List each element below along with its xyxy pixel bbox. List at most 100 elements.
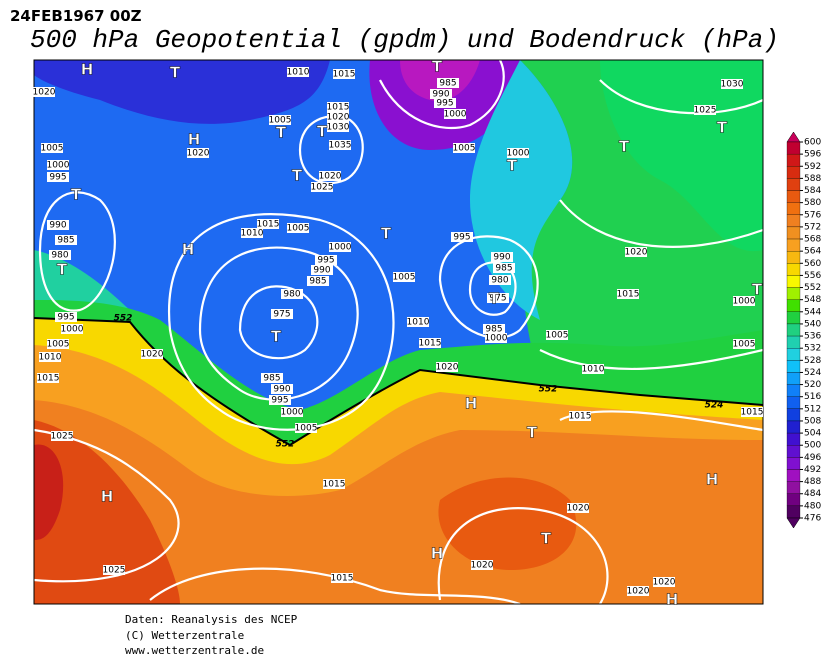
isobar-label-bg xyxy=(269,395,291,405)
isobar-label-bg xyxy=(103,565,125,575)
pressure-center: T xyxy=(541,530,552,548)
pressure-center: T xyxy=(271,328,282,346)
isobar-label: 1020 xyxy=(33,88,56,98)
date: 24FEB1967 00Z xyxy=(10,7,142,25)
isobar-label-bg xyxy=(261,373,283,383)
colorbar-cell xyxy=(786,251,801,264)
map-frame xyxy=(33,59,764,605)
colorbar-label: 580 xyxy=(804,198,821,208)
colorbar-cell xyxy=(786,263,801,276)
isobar-label: 995 xyxy=(453,233,470,243)
isobar-label-bg xyxy=(489,275,511,285)
isobar-label: 1015 xyxy=(331,574,354,584)
isobar-label-bg xyxy=(55,312,77,322)
isobar-label-bg xyxy=(327,112,349,122)
colorbar-cell xyxy=(786,166,801,179)
pressure-center: H xyxy=(431,545,444,563)
isobar-label-bg xyxy=(315,255,337,265)
isobar-label-bg xyxy=(507,148,529,158)
colorbar-label: 560 xyxy=(804,259,821,269)
isobar-label-bg xyxy=(55,235,77,245)
isobar-label-bg xyxy=(187,148,209,158)
colorbar-cell xyxy=(786,275,801,288)
pressure-center: H xyxy=(465,395,478,413)
isobar-label: 1005 xyxy=(453,144,476,154)
isobar-label-bg xyxy=(47,220,69,230)
isobar-label: 980 xyxy=(283,290,300,300)
isobar-label-bg xyxy=(49,250,71,260)
isobar-label-bg xyxy=(437,78,459,88)
pressure-center: T xyxy=(717,119,728,137)
colorbar-end xyxy=(786,131,801,143)
colorbar-label: 556 xyxy=(804,271,821,281)
pressure-center: T xyxy=(317,123,328,141)
isobar-label: 1000 xyxy=(47,161,70,171)
isobar-label: 1000 xyxy=(444,110,467,120)
isobar-label-bg xyxy=(61,324,83,334)
colorbar-cell xyxy=(786,299,801,312)
colorbar-label: 484 xyxy=(804,489,821,499)
isobar-label-bg xyxy=(567,503,589,513)
isobar-label: 1005 xyxy=(41,144,64,154)
isobar-label: 985 xyxy=(485,325,502,335)
contour-label: 552 xyxy=(539,385,558,395)
isobar-label-bg xyxy=(485,333,507,343)
isobar-label: 1005 xyxy=(733,340,756,350)
isobar-label-bg xyxy=(311,182,333,192)
isobar-label: 990 xyxy=(432,90,449,100)
isobar-label-bg xyxy=(37,373,59,383)
isobar-label-bg xyxy=(625,247,647,257)
colorbar-label: 492 xyxy=(804,465,821,475)
isobar-label: 985 xyxy=(439,79,456,89)
isobar-label-bg xyxy=(281,407,303,417)
colorbar-label: 516 xyxy=(804,392,821,402)
colorbar-end xyxy=(786,517,801,529)
isobar-label-bg xyxy=(451,232,473,242)
pressure-center: T xyxy=(170,64,181,82)
colorbar-cell xyxy=(786,141,801,155)
isobar-label: 1030 xyxy=(327,123,350,133)
isobar-label-bg xyxy=(281,289,303,299)
isobar-label-bg xyxy=(33,87,55,97)
isobar-label: 975 xyxy=(489,294,506,304)
isobar-label: 1020 xyxy=(625,248,648,258)
isobar-label-bg xyxy=(483,324,505,334)
colorbar-label: 528 xyxy=(804,356,821,366)
isobar-label-bg xyxy=(271,384,293,394)
colorbar-label: 544 xyxy=(804,307,821,317)
isobar-label-bg xyxy=(430,89,452,99)
pressure-center: H xyxy=(182,241,195,259)
colorbar-label: 584 xyxy=(804,186,821,196)
contour-label: 552 xyxy=(276,440,295,450)
isobar-label: 1005 xyxy=(546,331,569,341)
footer-copyright: (C) Wetterzentrale xyxy=(125,629,244,642)
isobar-label: 995 xyxy=(317,256,334,266)
isobar-label-bg xyxy=(51,431,73,441)
isobar-label-bg xyxy=(436,362,458,372)
footer-url: www.wetterzentrale.de xyxy=(125,644,264,656)
isobar-label: 1000 xyxy=(329,243,352,253)
isobar-label: 1005 xyxy=(295,424,318,434)
footer-source: Daten: Reanalysis des NCEP xyxy=(125,613,298,626)
isobar-label: 1000 xyxy=(61,325,84,335)
isobar-label-bg xyxy=(733,339,755,349)
pressure-center: H xyxy=(101,488,114,506)
colorbar-cell xyxy=(786,153,801,167)
isobar-label-bg xyxy=(491,252,513,262)
isobar-label: 1025 xyxy=(311,183,334,193)
isobar-label: 1015 xyxy=(257,220,280,230)
colorbar-cell xyxy=(786,493,801,507)
isobar-label: 1025 xyxy=(694,106,717,116)
colorbar-cell xyxy=(786,311,801,325)
isobar-label: 1020 xyxy=(141,350,164,360)
isobar-label-bg xyxy=(653,577,675,587)
pressure-center: H xyxy=(81,61,94,79)
isobar-label: 990 xyxy=(313,266,330,276)
isobar-label: 995 xyxy=(271,396,288,406)
colorbar-cell xyxy=(786,323,801,337)
isobar-label: 1015 xyxy=(323,480,346,490)
colorbar-cell xyxy=(786,372,801,385)
isobar-label-bg xyxy=(47,160,69,170)
colorbar-cell xyxy=(786,408,801,422)
colorbar-cell xyxy=(786,287,801,300)
